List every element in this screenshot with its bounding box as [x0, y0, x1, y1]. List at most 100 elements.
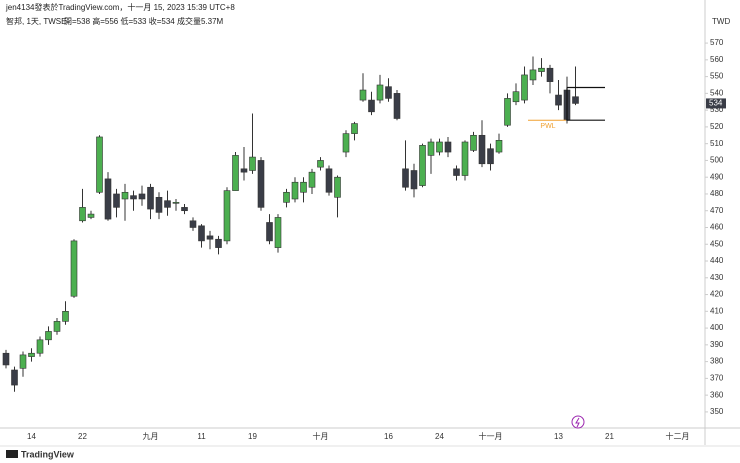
events-bolt: [575, 417, 580, 428]
y-tick-label: 400: [710, 323, 724, 332]
candle-body: [402, 168, 409, 188]
candle-body: [249, 156, 256, 171]
x-tick-label: 24: [435, 432, 444, 441]
candle-body: [342, 133, 350, 153]
candle-body: [232, 155, 239, 191]
y-tick-label: 350: [710, 407, 724, 416]
x-tick-label: 21: [605, 432, 614, 441]
y-tick-label: 440: [710, 256, 724, 265]
candle-body: [427, 141, 435, 156]
candle-body: [130, 195, 137, 200]
candle-body: [121, 191, 129, 200]
logo: [6, 450, 18, 458]
events-icon[interactable]: [571, 415, 585, 429]
candle-body: [317, 160, 324, 168]
y-tick-label: 470: [710, 206, 724, 215]
candle-body: [334, 176, 341, 198]
y-tick-label: 390: [710, 340, 724, 349]
candle-body: [521, 74, 528, 101]
candle-body: [368, 99, 375, 113]
candle-body: [512, 91, 520, 103]
candle-body: [113, 193, 120, 208]
candle-body: [495, 140, 503, 153]
author-line: jen4134發表於TradingView.com，十一月 15, 2023 1…: [5, 2, 235, 12]
candle-body: [28, 352, 35, 357]
candle-body: [257, 160, 265, 208]
candle-body: [62, 311, 69, 322]
candle-body: [461, 141, 469, 176]
y-tick-label: 460: [710, 223, 724, 232]
candle-body: [79, 207, 86, 222]
y-tick-label: 530: [710, 105, 724, 114]
candle-body: [572, 96, 579, 104]
x-tick-label: 11: [197, 432, 206, 441]
candle-body: [172, 202, 180, 204]
candle-body: [504, 98, 511, 126]
candle-body: [444, 141, 452, 153]
y-tick-label: 360: [710, 390, 724, 399]
candle-body: [453, 168, 460, 176]
candle-body: [138, 193, 146, 200]
candle-body: [359, 89, 367, 101]
x-tick-label: 十二月: [666, 431, 690, 441]
x-tick-label: 十一月: [479, 431, 503, 441]
last-price-box: [706, 98, 726, 109]
candle-body: [419, 145, 426, 186]
candle-body: [487, 148, 494, 165]
candle-body: [104, 178, 112, 220]
pwl-label: PWL: [540, 123, 555, 130]
candle-body: [181, 207, 188, 212]
candle-body: [546, 67, 554, 82]
candle-body: [274, 217, 282, 248]
y-tick-label: 490: [710, 172, 724, 181]
x-tick-label: 19: [248, 432, 257, 441]
y-tick-label: 370: [710, 373, 724, 382]
candle-body: [325, 168, 333, 193]
y-tick-label: 520: [710, 122, 724, 131]
y-tick-label: 570: [710, 38, 724, 47]
candle-body: [410, 170, 418, 190]
y-tick-label: 450: [710, 239, 724, 248]
currency: TWD: [712, 17, 730, 26]
brand: TradingView: [21, 449, 75, 459]
candle-body: [300, 181, 307, 193]
candle-body: [555, 94, 562, 106]
y-tick-label: 480: [710, 189, 724, 198]
candle-body: [529, 69, 537, 81]
x-tick-label: 22: [78, 432, 87, 441]
last-price-label: 534: [709, 99, 723, 108]
candle-body: [538, 67, 545, 72]
candle-body: [164, 200, 171, 208]
candle-body: [19, 354, 27, 369]
candle-body: [291, 181, 299, 200]
candle-body: [147, 186, 154, 210]
candle-body: [436, 141, 443, 153]
candle-body: [206, 235, 214, 240]
candle-body: [87, 213, 95, 218]
y-tick-label: 540: [710, 88, 724, 97]
candle-body: [308, 171, 316, 188]
candle-body: [478, 134, 486, 165]
x-tick-label: 九月: [143, 432, 159, 441]
candle-body: [470, 134, 477, 151]
candle-body: [393, 93, 401, 119]
candle-body: [2, 352, 10, 366]
candle-body: [385, 86, 392, 99]
y-tick-label: 550: [710, 72, 724, 81]
candle-body: [11, 369, 18, 386]
candle-body: [198, 225, 205, 242]
y-tick-label: 420: [710, 290, 724, 299]
symbol: 智邦, 1天, TWSE: [6, 16, 66, 26]
candle-body: [155, 197, 163, 213]
candle-body: [240, 168, 248, 173]
y-tick-label: 560: [710, 55, 724, 64]
candle-body: [223, 190, 231, 242]
y-tick-label: 380: [710, 357, 724, 366]
candle-body: [189, 220, 197, 228]
x-tick-label: 十月: [313, 431, 329, 441]
x-tick-label: 13: [554, 432, 563, 441]
candle-body: [376, 84, 384, 101]
y-tick-label: 410: [710, 306, 724, 315]
